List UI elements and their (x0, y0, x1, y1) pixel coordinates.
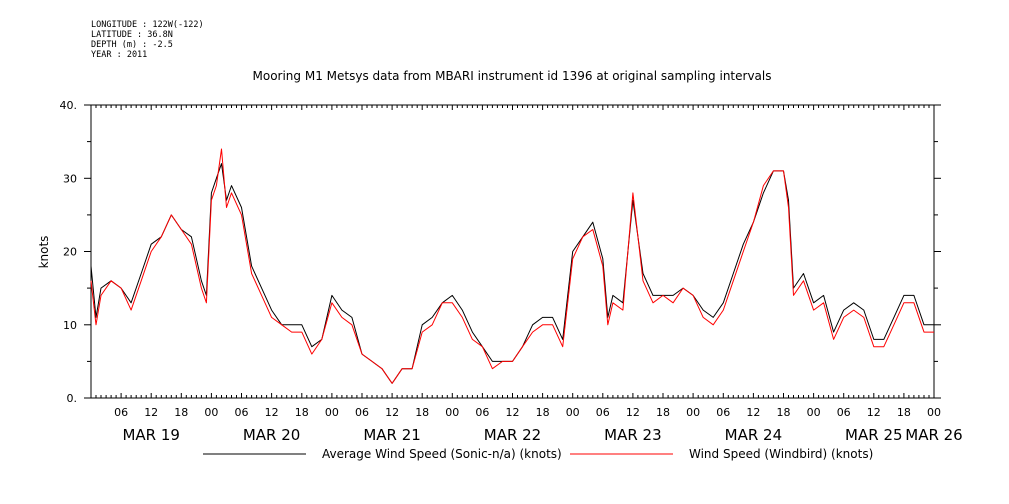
y-tick-label: 0. (67, 392, 78, 405)
y-axis-label: knots (37, 236, 51, 269)
series-line-average-wind-speed (90, 163, 934, 384)
hour-tick-label: 18 (295, 406, 309, 419)
hour-tick-label: 12 (626, 406, 640, 419)
hour-tick-label: 18 (897, 406, 911, 419)
hour-tick-label: 12 (506, 406, 520, 419)
x-tick-labels: 06 12 18 00 06 12 18 00 06 12 18 00 06 12 18 00 06 12 18 00… (114, 406, 963, 444)
day-label: MAR 21 (363, 426, 420, 444)
hour-tick-label: 00 (325, 406, 339, 419)
hour-tick-label: 12 (385, 406, 399, 419)
hour-tick-label: 00 (204, 406, 218, 419)
hour-tick-label: 18 (536, 406, 550, 419)
year-text: YEAR : 2011 (91, 50, 148, 60)
hour-tick-label: 00 (927, 406, 941, 419)
hour-tick-label: 06 (235, 406, 249, 419)
hour-tick-label: 00 (807, 406, 821, 419)
hour-tick-label: 18 (415, 406, 429, 419)
depth-text: DEPTH (m) : -2.5 (91, 40, 173, 50)
hour-tick-label: 12 (144, 406, 158, 419)
latitude-text: LATITUDE : 36.8N (91, 30, 173, 40)
day-label: MAR 24 (725, 426, 782, 444)
y-tick-label: 30 (63, 172, 77, 185)
day-label: MAR 22 (484, 426, 541, 444)
y-tick-label: 10 (63, 319, 77, 332)
hour-tick-label: 00 (686, 406, 700, 419)
y-tick-label: 40. (60, 99, 78, 112)
hour-tick-label: 00 (445, 406, 459, 419)
chart-title: Mooring M1 Metsys data from MBARI instru… (253, 69, 772, 83)
plot-frame (90, 104, 935, 399)
hour-tick-label: 12 (867, 406, 881, 419)
hour-tick-label: 06 (716, 406, 730, 419)
longitude-text: LONGITUDE : 122W(-122) (91, 20, 204, 30)
y-tick-labels: 0. 10 20 30 40. (60, 99, 78, 405)
hour-tick-label: 06 (475, 406, 489, 419)
axis-ticks (84, 104, 941, 399)
day-label: MAR 20 (243, 426, 300, 444)
series-line-windbird-wind-speed (90, 148, 934, 384)
hour-tick-label: 12 (265, 406, 279, 419)
day-label: MAR 23 (604, 426, 661, 444)
day-label: MAR 19 (122, 426, 179, 444)
series-lines (90, 148, 934, 384)
metadata-block: LONGITUDE : 122W(-122) LATITUDE : 36.8N … (91, 20, 204, 60)
day-label: MAR 26 (905, 426, 962, 444)
hour-tick-label: 06 (596, 406, 610, 419)
hour-tick-label: 18 (656, 406, 670, 419)
day-label: MAR 25 (845, 426, 902, 444)
hour-tick-label: 06 (837, 406, 851, 419)
hour-tick-label: 18 (174, 406, 188, 419)
hour-tick-label: 12 (746, 406, 760, 419)
legend: Average Wind Speed (Sonic-n/a) (knots) Wi… (203, 447, 873, 461)
y-tick-label: 20 (63, 246, 77, 259)
hour-tick-label: 06 (355, 406, 369, 419)
hour-tick-label: 00 (566, 406, 580, 419)
hour-tick-label: 06 (114, 406, 128, 419)
legend-label: Average Wind Speed (Sonic-n/a) (knots) (322, 447, 562, 461)
hour-tick-label: 18 (777, 406, 791, 419)
legend-label: Wind Speed (Windbird) (knots) (689, 447, 873, 461)
